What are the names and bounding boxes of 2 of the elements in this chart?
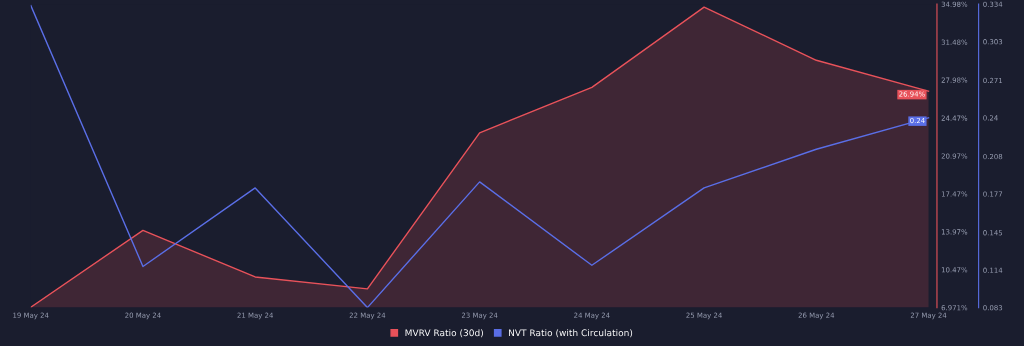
- legend-label: MVRV Ratio (30d): [405, 329, 483, 338]
- legend-label: NVT Ratio (with Circulation): [509, 329, 633, 338]
